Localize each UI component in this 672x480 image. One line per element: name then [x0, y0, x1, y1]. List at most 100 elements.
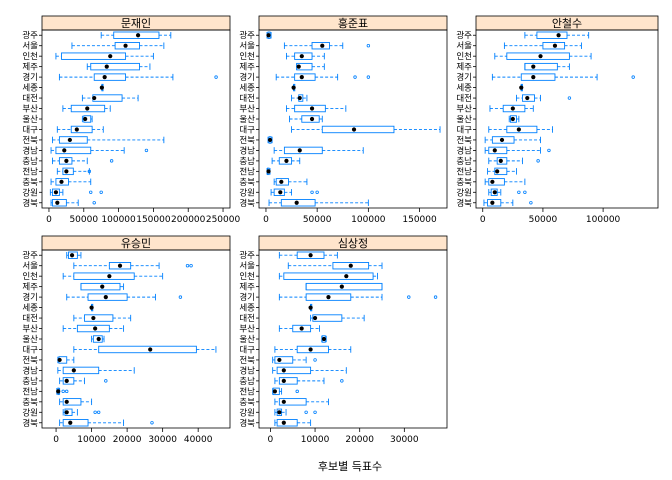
outlier-point [536, 159, 540, 163]
median-dot [525, 95, 530, 101]
box-iqr [305, 293, 352, 301]
y-tick-label: 서울 [22, 262, 38, 272]
median-dot [117, 263, 123, 268]
y-tick-label: 세종 [239, 84, 255, 94]
y-tick-label: 울산 [239, 334, 255, 345]
box-iqr [84, 314, 114, 322]
outlier-point [178, 295, 183, 299]
y-tick-label: 제주 [22, 283, 38, 293]
panel-4: 심상정 0 10000 20000 30000 광주서울인천제주경기세종대전부산울산대구전… [239, 235, 448, 445]
y-tick-label: 대전 [22, 313, 38, 324]
box-iqr [292, 324, 312, 333]
box-iqr [73, 272, 135, 280]
median-dot [281, 368, 286, 373]
median-dot [348, 263, 353, 268]
box-전남 [56, 387, 69, 396]
x-tick-label: 100000 [351, 215, 386, 225]
box-iqr [542, 42, 566, 50]
box-경남 [484, 146, 551, 155]
y-tick-label: 인천 [456, 51, 472, 62]
box-서울 [71, 42, 165, 50]
box-인천 [62, 272, 164, 280]
y-tick-label: 대전 [22, 93, 38, 104]
y-tick-label: 서울 [239, 42, 255, 52]
box-인천 [285, 52, 325, 60]
y-tick-label: 울산 [239, 114, 255, 125]
box-iqr [301, 115, 320, 123]
median-dot [92, 95, 97, 101]
outlier-point [295, 389, 299, 394]
y-tick-label: 전남 [239, 166, 255, 177]
box-전남 [56, 167, 92, 176]
median-dot [490, 200, 495, 205]
box-iqr [276, 419, 298, 427]
box-대전 [291, 94, 308, 102]
y-tick-label: 경남 [239, 145, 255, 156]
box-서울 [287, 262, 383, 270]
box-부산 [62, 104, 111, 113]
median-dot [499, 137, 505, 143]
x-tick-label: 150000 [136, 215, 171, 225]
y-tick-label: 서울 [456, 42, 472, 52]
outlier-point [366, 44, 371, 48]
median-dot [68, 420, 73, 425]
y-tick-label: 광주 [22, 30, 38, 41]
box-강원 [270, 188, 319, 196]
box-iqr [502, 104, 526, 113]
y-tick-label: 경남 [456, 145, 472, 156]
median-dot [531, 64, 536, 69]
outlier-point [92, 201, 96, 205]
box-광주 [266, 31, 272, 39]
box-울산 [91, 335, 105, 343]
box-서울 [503, 42, 582, 50]
outlier-point [65, 389, 69, 394]
box-경기 [275, 73, 371, 81]
x-tick-label: 0 [263, 215, 269, 225]
median-dot [294, 200, 299, 205]
x-tick-label: 0 [53, 435, 59, 445]
y-tick-label: 제주 [456, 63, 472, 73]
box-iqr [113, 31, 160, 39]
box-울산 [321, 335, 327, 343]
box-인천 [55, 52, 154, 60]
box-iqr [496, 157, 508, 165]
y-tick-label: 경북 [239, 418, 255, 429]
box-iqr [92, 94, 123, 102]
y-tick-label: 전북 [456, 135, 472, 146]
outlier-point [99, 190, 103, 194]
median-dot [102, 75, 107, 80]
box-광주 [100, 31, 172, 39]
box-iqr [522, 94, 535, 102]
median-dot [490, 179, 495, 184]
box-iqr [58, 157, 73, 165]
median-dot [281, 378, 286, 383]
median-dot [308, 305, 313, 310]
median-dot [103, 295, 108, 300]
box-iqr [51, 188, 60, 196]
box-iqr [283, 146, 323, 155]
y-tick-label: 제주 [239, 283, 255, 293]
box-iqr [294, 73, 316, 81]
box-iqr [321, 125, 395, 134]
y-tick-label: 강원 [22, 187, 38, 198]
box-경기 [58, 73, 218, 81]
median-dot [85, 106, 90, 111]
box-광주 [524, 31, 590, 39]
x-tick-label: 0 [268, 435, 274, 445]
y-tick-label: 서울 [239, 262, 255, 272]
outlier-point [150, 421, 154, 425]
box-iqr [520, 73, 556, 81]
box-iqr [332, 262, 370, 270]
median-dot [291, 85, 296, 90]
y-tick-label: 세종 [456, 84, 472, 94]
outlier-point [366, 75, 371, 79]
box-전북 [57, 356, 75, 364]
y-tick-label: 경기 [456, 72, 472, 83]
y-tick-label: 경기 [22, 292, 38, 303]
y-tick-label: 세종 [239, 304, 255, 314]
y-tick-label: 전북 [239, 355, 255, 366]
y-tick-label: 경기 [239, 72, 255, 83]
median-dot [351, 127, 357, 132]
y-tick-label: 강원 [239, 187, 255, 198]
box-부산 [278, 324, 320, 333]
